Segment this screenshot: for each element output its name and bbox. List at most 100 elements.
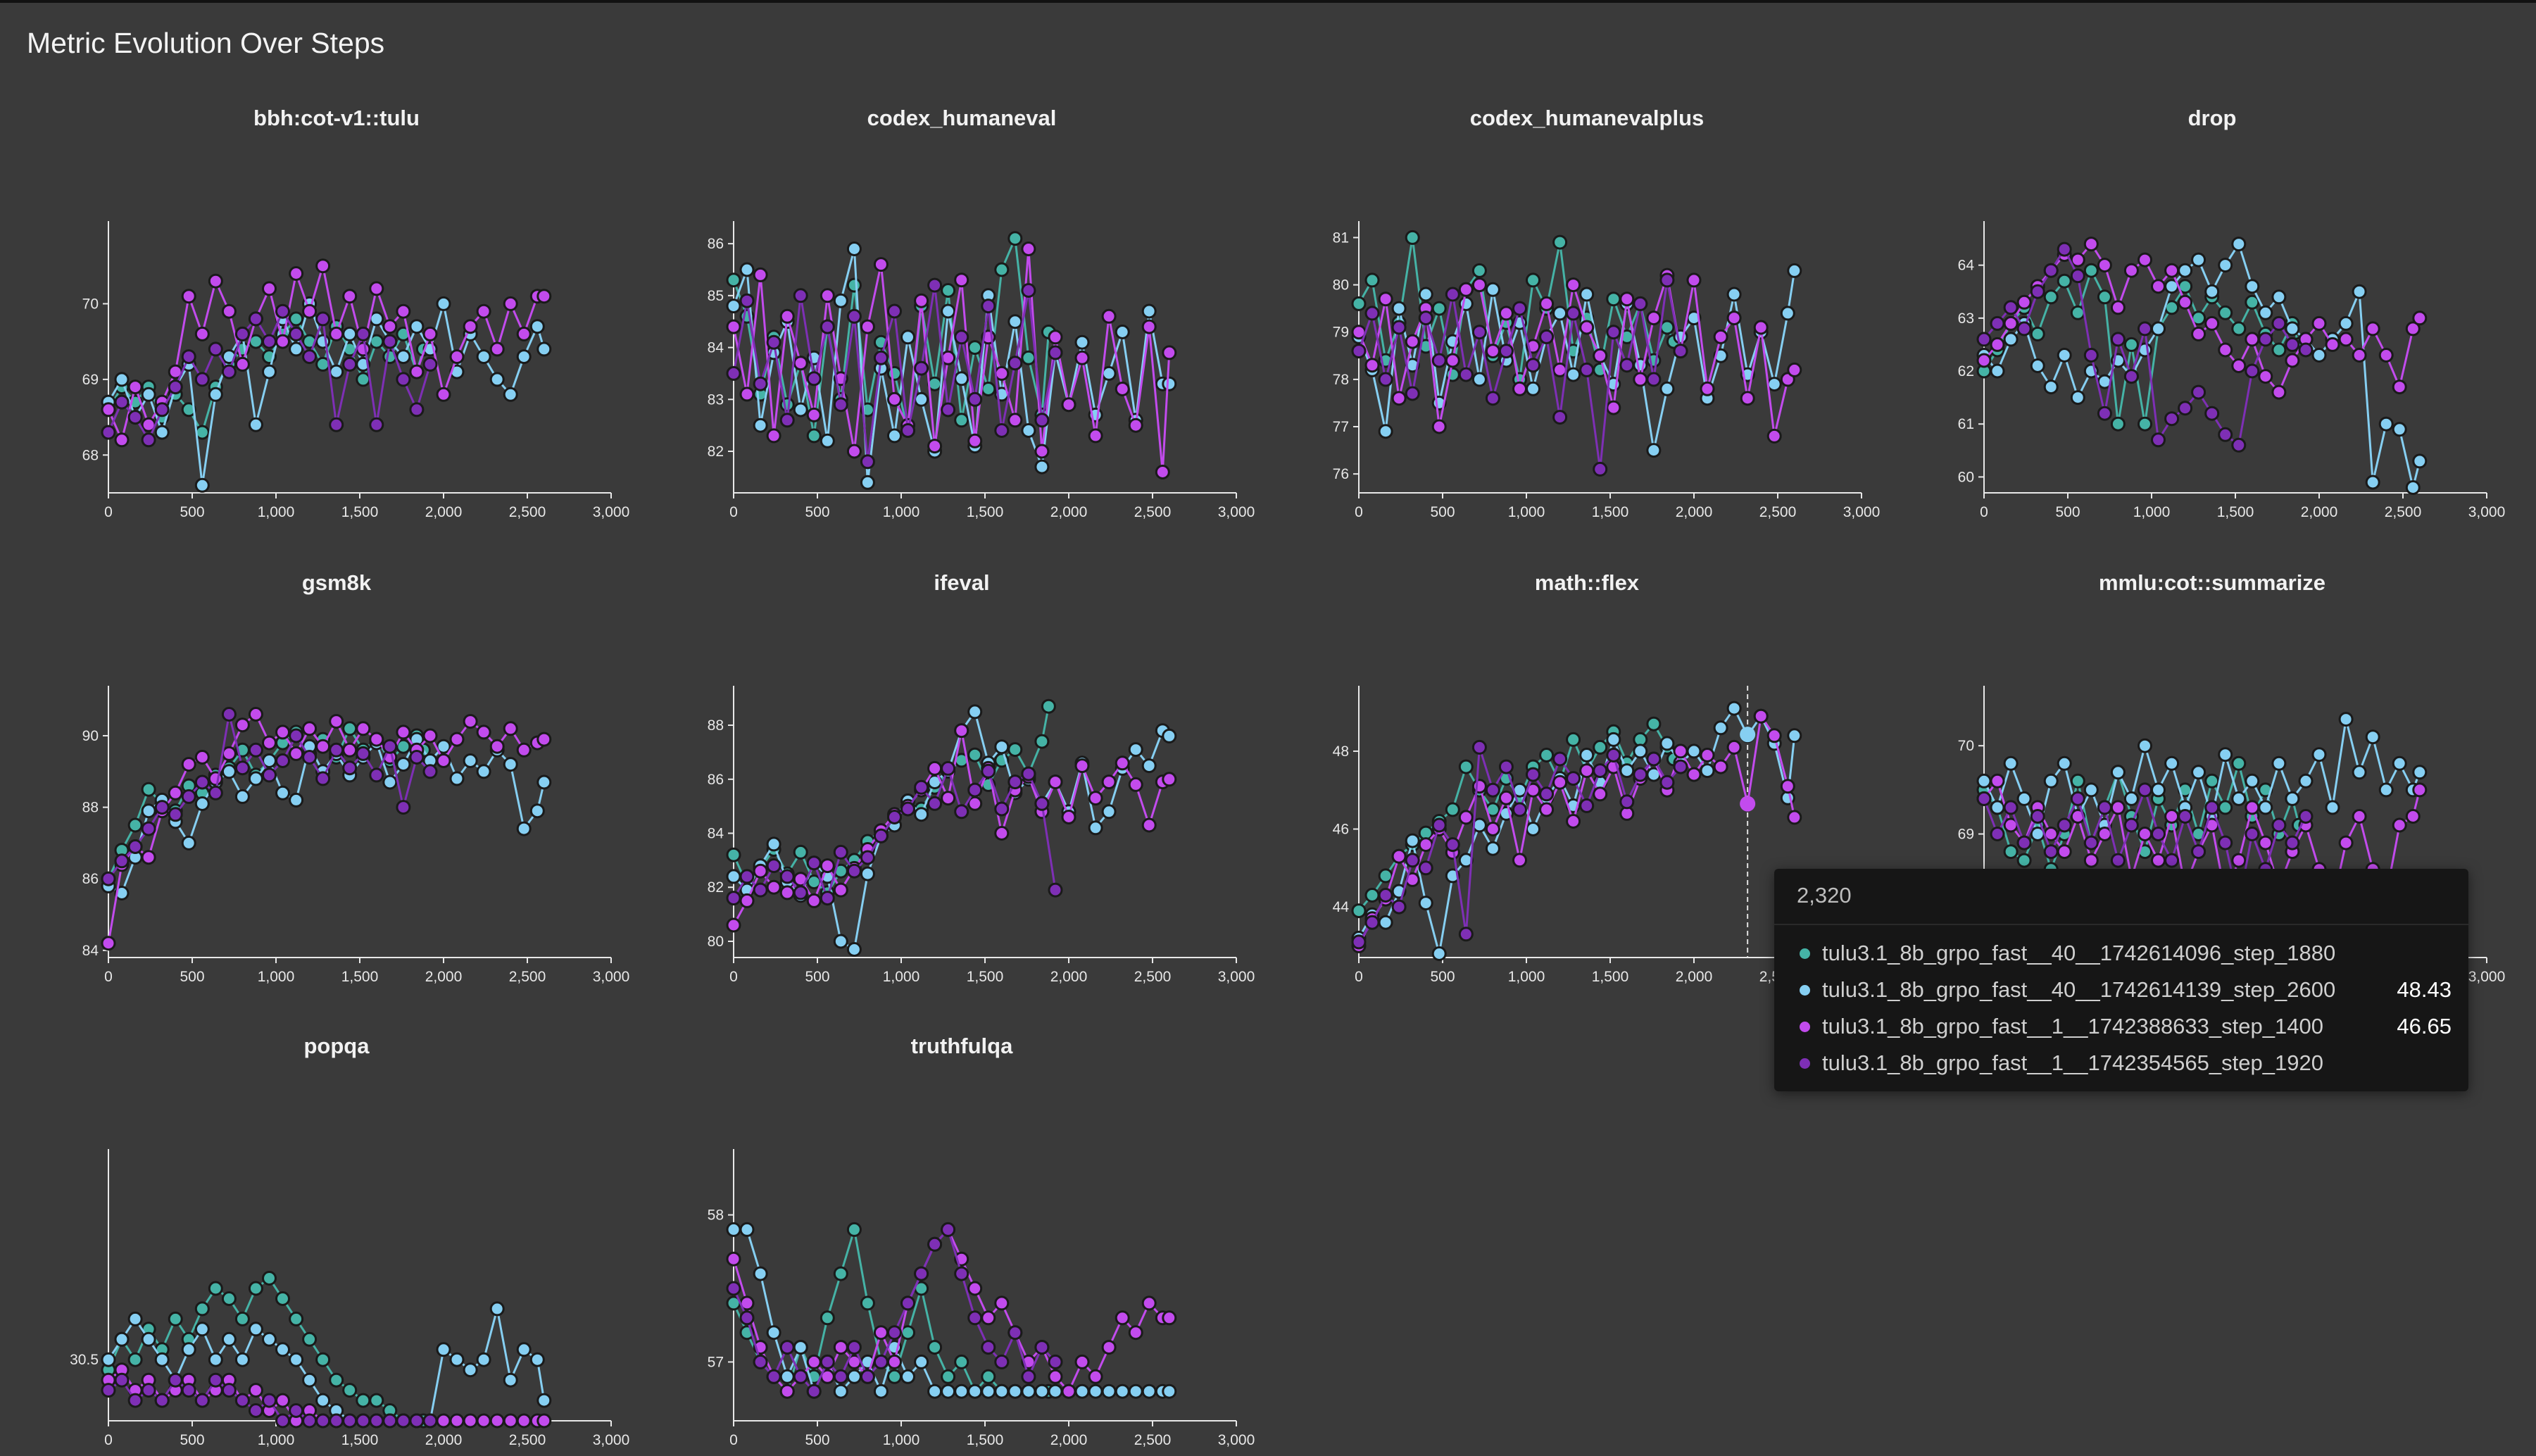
data-point[interactable] <box>1619 291 1635 307</box>
data-point[interactable] <box>1606 732 1621 747</box>
data-point[interactable] <box>994 1354 1010 1369</box>
data-point[interactable] <box>2151 782 2166 798</box>
data-point[interactable] <box>154 1352 170 1367</box>
data-point[interactable] <box>1512 381 1527 396</box>
data-point[interactable] <box>860 454 875 470</box>
data-point[interactable] <box>967 433 983 448</box>
data-point[interactable] <box>833 844 848 860</box>
data-point[interactable] <box>954 1354 969 1369</box>
data-point[interactable] <box>329 417 344 432</box>
data-point[interactable] <box>2016 835 2032 851</box>
data-point[interactable] <box>994 739 1010 755</box>
data-point[interactable] <box>1485 822 1500 836</box>
data-point[interactable] <box>356 326 371 341</box>
data-point[interactable] <box>2110 800 2126 815</box>
data-point[interactable] <box>1445 287 1460 302</box>
data-point[interactable] <box>1458 927 1474 942</box>
data-point[interactable] <box>1074 334 1090 350</box>
data-point[interactable] <box>2271 315 2287 331</box>
data-point[interactable] <box>2151 321 2166 337</box>
data-point[interactable] <box>2338 332 2354 347</box>
data-point[interactable] <box>1659 320 1675 335</box>
data-point[interactable] <box>1115 325 1130 339</box>
data-point[interactable] <box>1539 748 1555 762</box>
data-point[interactable] <box>2057 273 2072 289</box>
data-point[interactable] <box>208 785 223 801</box>
data-point[interactable] <box>1498 790 1514 805</box>
data-point[interactable] <box>1552 362 1568 377</box>
data-point[interactable] <box>2231 437 2247 453</box>
data-point[interactable] <box>289 1311 304 1326</box>
data-point[interactable] <box>927 796 943 811</box>
data-point[interactable] <box>1008 1383 1023 1399</box>
data-point[interactable] <box>2151 853 2166 868</box>
data-point[interactable] <box>2083 853 2099 868</box>
data-point[interactable] <box>463 1413 478 1429</box>
data-point[interactable] <box>476 349 491 365</box>
data-point[interactable] <box>766 858 781 874</box>
data-point[interactable] <box>275 724 290 740</box>
data-point[interactable] <box>396 303 411 319</box>
data-point[interactable] <box>342 742 358 758</box>
data-point[interactable] <box>2083 835 2099 851</box>
data-point[interactable] <box>833 293 848 308</box>
data-point[interactable] <box>1405 853 1420 868</box>
data-point[interactable] <box>302 1372 318 1388</box>
data-point[interactable] <box>1471 325 1487 340</box>
data-point[interactable] <box>1766 728 1782 743</box>
data-point[interactable] <box>262 1393 277 1408</box>
data-point[interactable] <box>981 763 996 779</box>
data-point[interactable] <box>739 262 755 277</box>
data-point[interactable] <box>449 1413 465 1429</box>
data-point[interactable] <box>248 1322 263 1337</box>
data-point[interactable] <box>1673 743 1688 759</box>
data-point[interactable] <box>248 742 263 758</box>
data-point[interactable] <box>766 1369 781 1384</box>
data-point[interactable] <box>753 863 768 879</box>
data-point[interactable] <box>2218 800 2233 815</box>
data-point[interactable] <box>900 330 915 345</box>
data-point[interactable] <box>860 866 875 881</box>
data-point[interactable] <box>234 760 250 776</box>
data-point[interactable] <box>208 1281 223 1296</box>
data-point[interactable] <box>356 372 371 387</box>
data-point[interactable] <box>1593 786 1608 802</box>
data-point[interactable] <box>1418 310 1433 326</box>
data-point[interactable] <box>820 858 835 874</box>
data-point[interactable] <box>2365 475 2380 490</box>
data-point[interactable] <box>1976 773 1992 789</box>
data-point[interactable] <box>927 1236 943 1252</box>
data-point[interactable] <box>1498 306 1514 321</box>
data-point[interactable] <box>101 1383 116 1398</box>
data-point[interactable] <box>1351 344 1367 359</box>
data-point[interactable] <box>927 1340 943 1355</box>
data-point[interactable] <box>2392 755 2407 771</box>
data-point[interactable] <box>436 1342 451 1357</box>
data-point[interactable] <box>476 1413 491 1429</box>
data-point[interactable] <box>2405 321 2421 337</box>
data-point[interactable] <box>2218 342 2233 358</box>
data-point[interactable] <box>779 869 795 884</box>
data-point[interactable] <box>1633 372 1648 387</box>
data-point[interactable] <box>1115 755 1130 771</box>
data-point[interactable] <box>927 439 943 454</box>
data-point[interactable] <box>900 1295 915 1311</box>
data-point[interactable] <box>887 1325 902 1341</box>
data-point[interactable] <box>1633 743 1648 759</box>
data-point[interactable] <box>289 326 304 341</box>
data-point[interactable] <box>726 891 741 906</box>
data-point[interactable] <box>1021 350 1036 365</box>
data-point[interactable] <box>1606 400 1621 415</box>
data-point[interactable] <box>302 721 318 736</box>
data-point[interactable] <box>2285 321 2300 337</box>
data-point[interactable] <box>846 942 862 957</box>
data-point[interactable] <box>2123 817 2139 833</box>
data-point[interactable] <box>2151 432 2166 448</box>
data-point[interactable] <box>141 387 156 402</box>
data-point[interactable] <box>234 1393 250 1408</box>
data-point[interactable] <box>1566 732 1581 747</box>
data-point[interactable] <box>1088 428 1103 444</box>
data-point[interactable] <box>766 428 781 444</box>
data-point[interactable] <box>941 1369 956 1384</box>
data-point[interactable] <box>1364 915 1380 930</box>
